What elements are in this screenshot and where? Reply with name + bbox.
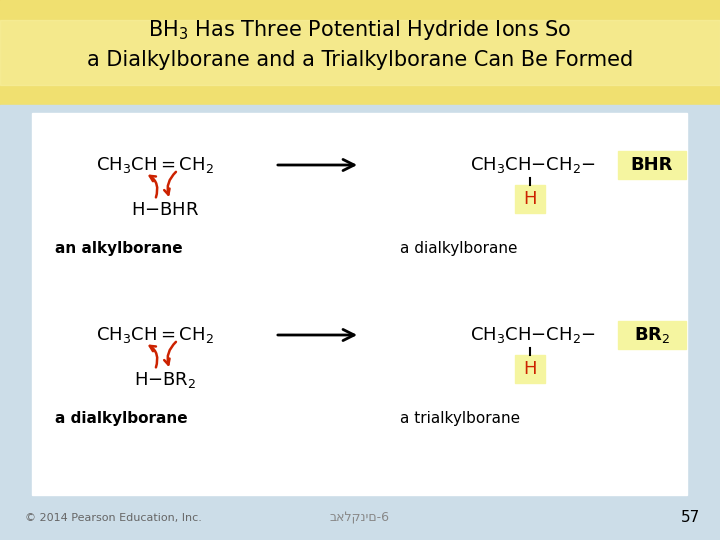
Text: H: H [523,360,536,378]
Bar [0,105,720,540]
Bar [618,151,686,179]
Text: BHR: BHR [631,156,673,174]
Bar [515,355,545,383]
Text: a Dialkylborane and a Trialkylborane Can Be Formed: a Dialkylborane and a Trialkylborane Can… [87,50,633,70]
Text: CH$_3$CH$=$CH$_2$: CH$_3$CH$=$CH$_2$ [96,155,214,175]
Bar [32,113,687,495]
Text: BH$_3$ Has Three Potential Hydride Ions So: BH$_3$ Has Three Potential Hydride Ions … [148,18,572,42]
Text: a dialkylborane: a dialkylborane [55,410,188,426]
Bar [618,321,686,349]
Text: CH$_3$CH$-$CH$_2$$-$: CH$_3$CH$-$CH$_2$$-$ [470,155,596,175]
Text: 57: 57 [680,510,700,525]
Text: an alkylborane: an alkylborane [55,240,183,255]
Text: a dialkylborane: a dialkylborane [400,240,518,255]
Text: H$-$BR$_2$: H$-$BR$_2$ [134,370,196,390]
Text: © 2014 Pearson Education, Inc.: © 2014 Pearson Education, Inc. [25,513,202,523]
Text: באלקנים-6: באלקנים-6 [330,511,390,524]
Bar [0,0,720,105]
Text: H: H [523,190,536,208]
Text: CH$_3$CH$=$CH$_2$: CH$_3$CH$=$CH$_2$ [96,325,214,345]
Text: BR$_2$: BR$_2$ [634,325,670,345]
Bar [0,20,720,85]
Text: a trialkylborane: a trialkylborane [400,410,520,426]
Bar [515,185,545,213]
Text: H$-$BHR: H$-$BHR [131,201,199,219]
Text: CH$_3$CH$-$CH$_2$$-$: CH$_3$CH$-$CH$_2$$-$ [470,325,596,345]
